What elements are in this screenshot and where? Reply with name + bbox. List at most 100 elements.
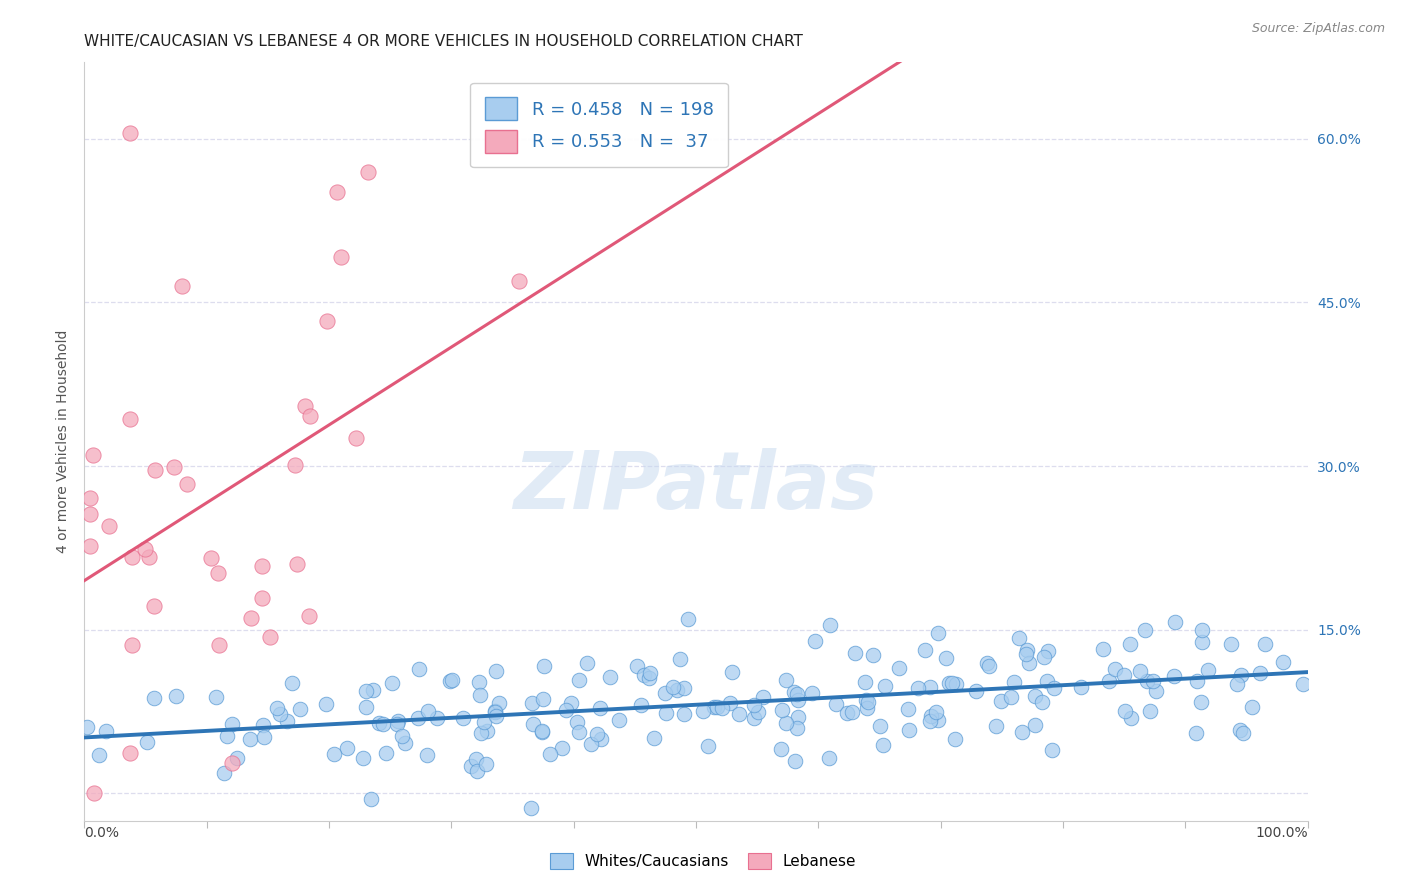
Point: [416, 704, 439, 718]
Point: [1024, 718, 1046, 732]
Point: [530, 724, 553, 739]
Point: [927, 713, 949, 727]
Point: [176, 477, 198, 491]
Point: [856, 695, 879, 709]
Point: [346, 431, 368, 445]
Point: [239, 731, 262, 746]
Point: [470, 726, 492, 740]
Point: [76, 720, 98, 734]
Point: [703, 699, 725, 714]
Point: [352, 751, 374, 765]
Point: [927, 626, 949, 640]
Point: [143, 599, 166, 613]
Point: [576, 656, 599, 670]
Point: [79, 539, 101, 553]
Point: [87, 747, 110, 762]
Point: [361, 683, 384, 698]
Point: [869, 719, 891, 733]
Point: [841, 705, 863, 719]
Text: WHITE/CAUCASIAN VS LEBANESE 4 OR MORE VEHICLES IN HOUSEHOLD CORRELATION CHART: WHITE/CAUCASIAN VS LEBANESE 4 OR MORE VE…: [84, 34, 803, 49]
Point: [408, 662, 430, 676]
Point: [984, 719, 1007, 733]
Point: [283, 458, 305, 473]
Point: [470, 688, 492, 702]
Point: [215, 729, 238, 743]
Point: [531, 692, 554, 706]
Point: [485, 664, 508, 678]
Point: [941, 676, 963, 690]
Point: [977, 658, 1000, 673]
Point: [250, 559, 273, 574]
Point: [468, 675, 491, 690]
Point: [1098, 673, 1121, 688]
Point: [551, 741, 574, 756]
Point: [1015, 647, 1038, 661]
Point: [1249, 665, 1271, 680]
Point: [207, 566, 229, 581]
Point: [786, 688, 808, 702]
Point: [872, 738, 894, 752]
Point: [918, 680, 941, 694]
Point: [1229, 723, 1251, 738]
Point: [226, 750, 249, 764]
Point: [520, 800, 543, 814]
Point: [285, 557, 308, 571]
Point: [747, 705, 769, 719]
Point: [1187, 673, 1209, 688]
Point: [221, 717, 243, 731]
Point: [668, 652, 690, 666]
Point: [212, 765, 235, 780]
Point: [654, 686, 676, 700]
Point: [134, 542, 156, 557]
Point: [138, 550, 160, 565]
Point: [775, 673, 797, 688]
Point: [522, 716, 544, 731]
Point: [672, 707, 695, 722]
Point: [1043, 681, 1066, 695]
Point: [804, 633, 827, 648]
Point: [565, 715, 588, 730]
Point: [371, 717, 394, 731]
Point: [1232, 725, 1254, 739]
Point: [367, 715, 389, 730]
Point: [976, 656, 998, 670]
Point: [484, 704, 506, 718]
Point: [786, 710, 808, 724]
Point: [633, 668, 655, 682]
Point: [1114, 704, 1136, 718]
Point: [897, 702, 920, 716]
Y-axis label: 4 or more Vehicles in Household: 4 or more Vehicles in Household: [56, 330, 70, 553]
Point: [1040, 743, 1063, 757]
Point: [1292, 677, 1315, 691]
Point: [79, 491, 101, 506]
Point: [381, 675, 404, 690]
Point: [288, 702, 311, 716]
Point: [143, 463, 166, 477]
Point: [697, 739, 720, 753]
Point: [118, 412, 141, 426]
Point: [853, 675, 876, 690]
Point: [844, 646, 866, 660]
Point: [655, 706, 678, 721]
Point: [472, 714, 495, 729]
Point: [607, 713, 630, 727]
Point: [1129, 664, 1152, 678]
Point: [485, 709, 508, 723]
Point: [326, 185, 349, 199]
Point: [118, 126, 141, 140]
Point: [336, 741, 359, 756]
Point: [477, 723, 499, 738]
Point: [945, 731, 967, 746]
Point: [221, 756, 243, 771]
Point: [1144, 684, 1167, 698]
Point: [914, 643, 936, 657]
Point: [121, 638, 143, 652]
Point: [752, 690, 775, 704]
Point: [579, 737, 602, 751]
Point: [281, 676, 304, 690]
Point: [488, 696, 510, 710]
Point: [357, 164, 380, 178]
Point: [354, 684, 377, 698]
Point: [533, 658, 555, 673]
Point: [204, 690, 226, 704]
